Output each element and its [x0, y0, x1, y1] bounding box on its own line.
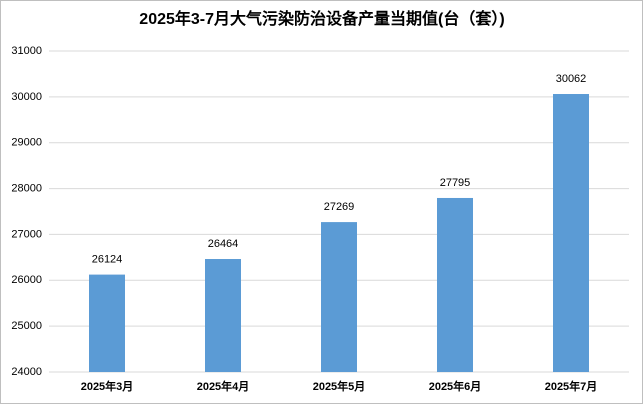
x-tick-label: 2025年6月 — [429, 379, 482, 393]
y-tick-label: 24000 — [11, 366, 42, 378]
x-tick-label: 2025年3月 — [81, 379, 134, 393]
data-label: 26124 — [92, 254, 123, 266]
bar — [437, 197, 473, 372]
bar — [321, 222, 357, 372]
data-label: 30062 — [556, 73, 587, 85]
y-tick-label: 25000 — [11, 320, 42, 332]
data-label: 27795 — [440, 177, 471, 189]
chart-title: 2025年3-7月大气污染防治设备产量当期值(台（套）) — [139, 9, 504, 28]
bar — [205, 259, 241, 372]
y-tick-label: 31000 — [11, 45, 42, 57]
y-tick-label: 29000 — [11, 137, 42, 149]
data-label: 27269 — [324, 201, 355, 213]
x-tick-label: 2025年5月 — [313, 379, 366, 393]
y-tick-label: 28000 — [11, 182, 42, 194]
x-tick-label: 2025年7月 — [545, 379, 598, 393]
y-tick-label: 26000 — [11, 274, 42, 286]
bar — [553, 94, 589, 372]
y-tick-label: 27000 — [11, 228, 42, 240]
x-tick-label: 2025年4月 — [197, 379, 250, 393]
bar — [89, 274, 125, 372]
y-tick-label: 30000 — [11, 91, 42, 103]
data-label: 26464 — [208, 238, 239, 250]
